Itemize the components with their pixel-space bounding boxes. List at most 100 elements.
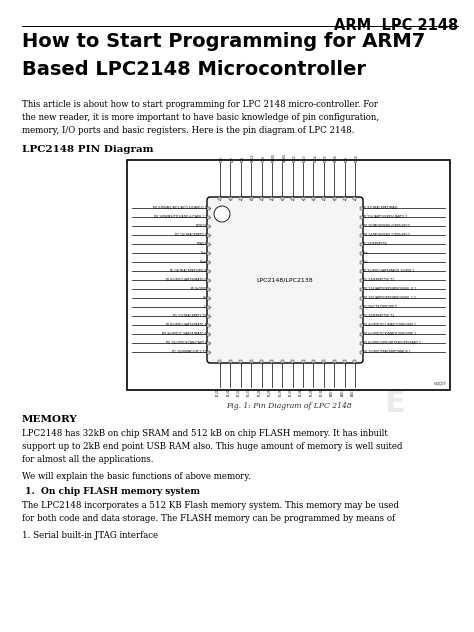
Bar xyxy=(207,324,210,327)
Bar xyxy=(360,269,363,272)
Text: We will explain the basic functions of above memory.: We will explain the basic functions of a… xyxy=(22,472,251,481)
Text: AD0.1: AD0.1 xyxy=(330,388,334,396)
Bar xyxy=(207,351,210,353)
Bar xyxy=(360,351,363,353)
Bar xyxy=(239,197,242,200)
Bar xyxy=(360,260,363,264)
Text: I: I xyxy=(389,346,401,375)
Bar xyxy=(250,360,253,363)
Text: P0.22: P0.22 xyxy=(237,388,241,396)
Text: LPC2148 has 32kB on chip SRAM and 512 kB on chip FLASH memory. It has inbuilt: LPC2148 has 32kB on chip SRAM and 512 kB… xyxy=(22,429,388,438)
Bar xyxy=(207,332,210,336)
Bar xyxy=(360,341,363,344)
FancyBboxPatch shape xyxy=(207,197,363,363)
Bar xyxy=(333,197,336,200)
Text: MISO0: MISO0 xyxy=(272,154,276,162)
Text: P0.14: P0.14 xyxy=(313,154,318,162)
Bar xyxy=(343,360,346,363)
Bar xyxy=(312,197,315,200)
Text: P0.21: P0.21 xyxy=(227,388,230,396)
Text: SSEL0: SSEL0 xyxy=(251,154,255,162)
Bar xyxy=(229,360,232,363)
Text: P0.7/GPIO/UART/MAD0.1/GPIO.1: P0.7/GPIO/UART/MAD0.1/GPIO.1 xyxy=(363,269,415,273)
Bar xyxy=(239,360,242,363)
Text: eqipt: eqipt xyxy=(434,381,446,386)
Bar xyxy=(207,224,210,228)
Text: Vss: Vss xyxy=(201,251,207,255)
Text: C: C xyxy=(384,279,406,308)
Text: P0.30: P0.30 xyxy=(320,388,324,396)
Bar xyxy=(301,360,305,363)
Text: P0.20: P0.20 xyxy=(216,388,220,396)
Bar xyxy=(207,296,210,300)
Text: P1.24/RPSPCTS/ T1: P1.24/RPSPCTS/ T1 xyxy=(363,278,394,282)
Text: 1-: 1- xyxy=(204,305,207,309)
Text: ARM  LPC 2148: ARM LPC 2148 xyxy=(334,18,458,33)
Text: LPC2148/LPC2138: LPC2148/LPC2138 xyxy=(257,277,313,283)
Text: memory, I/O ports and basic registers. Here is the pin diagram of LPC 2148.: memory, I/O ports and basic registers. H… xyxy=(22,126,355,135)
Bar xyxy=(219,197,221,200)
Bar xyxy=(127,160,450,390)
Text: P0.26: P0.26 xyxy=(278,388,283,396)
Text: P0.7: P0.7 xyxy=(230,156,234,162)
Bar xyxy=(354,360,356,363)
Text: P0.11/UART2/GPIO/UART2.2: P0.11/UART2/GPIO/UART2.2 xyxy=(363,215,408,219)
Bar xyxy=(207,233,210,236)
Text: P0.12: P0.12 xyxy=(292,154,297,162)
Text: P1.16: P1.16 xyxy=(334,154,338,162)
Text: The LPC2148 incorporates a 512 KB Flash memory system. This memory may be used: The LPC2148 incorporates a 512 KB Flash … xyxy=(22,501,399,510)
Text: O: O xyxy=(382,257,408,286)
Text: P0.1/PWM3/TD1/AD0.6/CAP0.1 2: P0.1/PWM3/TD1/AD0.6/CAP0.1 2 xyxy=(154,215,207,219)
Bar xyxy=(360,315,363,317)
Bar xyxy=(260,197,263,200)
Bar xyxy=(360,332,363,336)
Text: MEMORY: MEMORY xyxy=(22,415,78,424)
Bar xyxy=(301,197,305,200)
Bar xyxy=(207,216,210,219)
Text: P1.24/RPSPCTS/ T2: P1.24/RPSPCTS/ T2 xyxy=(363,314,394,318)
Bar xyxy=(207,341,210,344)
Text: Vss: Vss xyxy=(363,260,369,264)
Text: P0.8/GPIO/UART4/MAT0.4: P0.8/GPIO/UART4/MAT0.4 xyxy=(165,323,207,327)
Text: P1.21/TRACEPKT1 T0: P1.21/TRACEPKT1 T0 xyxy=(173,314,207,318)
Text: P1.24/RPSPCTS: P1.24/RPSPCTS xyxy=(363,242,388,246)
Bar xyxy=(271,360,273,363)
Bar xyxy=(322,360,325,363)
Text: P0.29: P0.29 xyxy=(310,388,313,396)
Text: SCK0: SCK0 xyxy=(262,155,265,162)
Text: P0.10/GPIO/SCAN/CAPT 0: P0.10/GPIO/SCAN/CAPT 0 xyxy=(166,341,207,345)
Text: P0.14/MOSI/SSEL/GPIO/SPI 0: P0.14/MOSI/SSEL/GPIO/SPI 0 xyxy=(363,233,410,237)
Text: P0.4: P0.4 xyxy=(241,156,245,162)
Bar xyxy=(360,252,363,255)
Bar xyxy=(360,324,363,327)
Bar xyxy=(360,305,363,308)
Text: P0.9/GPIO: P0.9/GPIO xyxy=(191,287,207,291)
Text: P0.23: P0.23 xyxy=(247,388,251,396)
Bar xyxy=(291,197,294,200)
Text: P0.12/UART/GPIO/MISO/SSEL 0.1: P0.12/UART/GPIO/MISO/SSEL 0.1 xyxy=(363,287,416,291)
Bar xyxy=(291,360,294,363)
Bar xyxy=(354,197,356,200)
Bar xyxy=(207,252,210,255)
Text: 1.  On chip FLASH memory system: 1. On chip FLASH memory system xyxy=(22,487,200,496)
Text: This article is about how to start programming for LPC 2148 micro-controller. Fo: This article is about how to start progr… xyxy=(22,100,378,109)
Text: Fig. 1: Pin Diagram of LPC 2148: Fig. 1: Pin Diagram of LPC 2148 xyxy=(226,402,351,410)
Bar xyxy=(260,360,263,363)
Bar xyxy=(360,288,363,291)
Text: RTAS2: RTAS2 xyxy=(197,242,207,246)
Bar xyxy=(207,207,210,209)
Bar xyxy=(360,224,363,228)
Bar xyxy=(360,243,363,245)
Text: P0.9: P0.9 xyxy=(345,156,348,162)
Bar xyxy=(207,305,210,308)
Bar xyxy=(281,360,284,363)
Bar xyxy=(312,360,315,363)
Text: AD0.2: AD0.2 xyxy=(341,388,345,396)
Bar xyxy=(207,269,210,272)
Bar xyxy=(207,260,210,264)
Text: E: E xyxy=(384,389,405,418)
Text: LPC2148 PIN Diagram: LPC2148 PIN Diagram xyxy=(22,145,154,154)
Text: P0.15/MOSI/SSEL/GPIO/SPI 0: P0.15/MOSI/SSEL/GPIO/SPI 0 xyxy=(363,224,410,228)
Text: P0.28: P0.28 xyxy=(299,388,303,396)
Bar xyxy=(271,197,273,200)
